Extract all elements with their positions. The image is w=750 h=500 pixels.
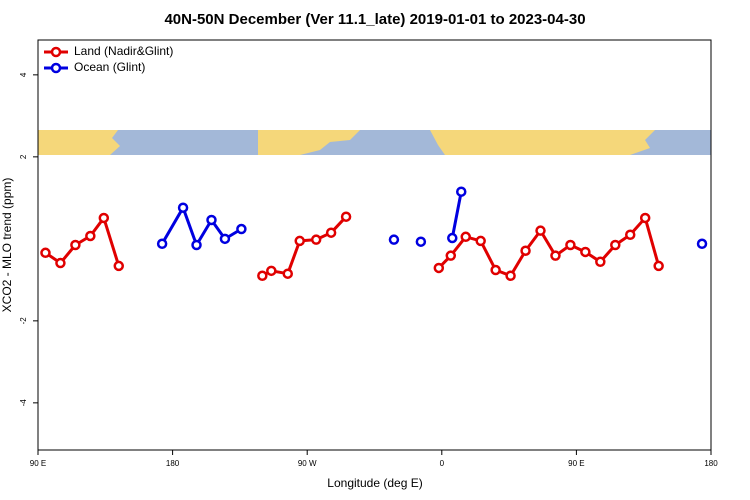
- point: [191, 239, 202, 251]
- map-band: [38, 130, 711, 155]
- point: [266, 265, 277, 277]
- point: [219, 233, 231, 245]
- point: [595, 256, 606, 268]
- point: [610, 239, 621, 251]
- point: [433, 262, 445, 274]
- point: [624, 229, 636, 240]
- point: [40, 247, 51, 259]
- point: [257, 270, 268, 281]
- point: [460, 231, 471, 243]
- legend-label: Land (Nadir&Glint): [74, 44, 173, 58]
- point: [445, 250, 457, 261]
- point: [475, 235, 486, 247]
- x-tick-label: 180: [704, 459, 718, 468]
- point: [653, 260, 664, 272]
- plot-frame: [37, 39, 712, 451]
- point: [325, 227, 337, 238]
- point: [455, 186, 467, 197]
- series-line: [162, 192, 702, 245]
- point: [550, 250, 561, 261]
- point: [520, 245, 531, 256]
- point: [55, 257, 66, 269]
- point: [415, 236, 427, 247]
- y-axis-label: XCO2 - MLO trend (ppm): [0, 178, 14, 313]
- point: [236, 223, 247, 235]
- legend-marker: [50, 62, 62, 74]
- x-axis-label: Longitude (deg E): [327, 476, 422, 490]
- legend-marker: [50, 46, 62, 58]
- legend-label: Ocean (Glint): [74, 60, 145, 74]
- point: [177, 202, 189, 213]
- point: [113, 260, 125, 272]
- point: [580, 246, 591, 258]
- point: [310, 234, 322, 245]
- chart-title: 40N-50N December (Ver 11.1_late) 2019-01…: [164, 11, 585, 28]
- x-tick-label: 0: [440, 459, 445, 468]
- point: [505, 270, 516, 281]
- x-tick-label: 90 E: [30, 459, 46, 468]
- point: [340, 211, 352, 222]
- point: [388, 234, 400, 245]
- y-tick-label: 4: [19, 72, 28, 77]
- point: [206, 214, 217, 226]
- y-tick-label: -2: [19, 317, 28, 325]
- point: [282, 268, 294, 279]
- y-tick-label: 2: [19, 154, 28, 159]
- point: [70, 239, 81, 251]
- x-tick-label: 180: [166, 459, 180, 468]
- point: [85, 230, 96, 242]
- point: [565, 239, 576, 251]
- x-tick-label: 90 W: [298, 459, 317, 468]
- point: [696, 238, 708, 250]
- map-land: [38, 130, 120, 155]
- y-tick-label: -4: [19, 399, 28, 407]
- map-land: [258, 130, 360, 155]
- point: [490, 264, 501, 276]
- point: [98, 212, 110, 224]
- x-tick-label: 90 E: [568, 459, 584, 468]
- point: [294, 235, 305, 247]
- point: [535, 225, 546, 236]
- point: [639, 212, 651, 224]
- point: [447, 232, 458, 244]
- map-land: [430, 130, 655, 155]
- point: [156, 238, 168, 250]
